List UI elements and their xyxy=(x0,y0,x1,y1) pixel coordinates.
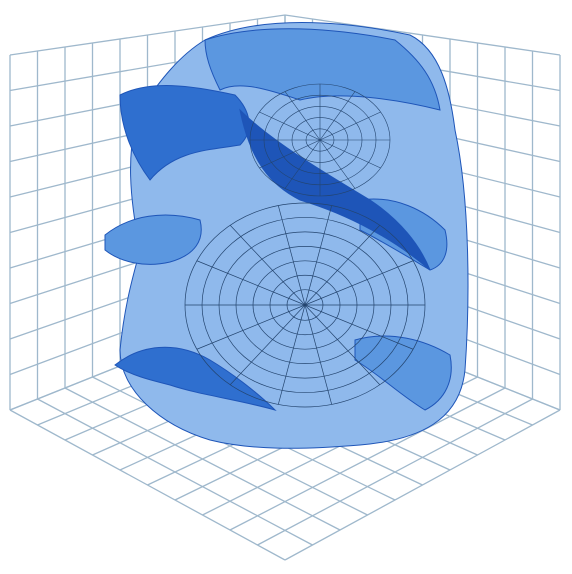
floor-line-a xyxy=(64,387,341,531)
mesh-radial-line xyxy=(284,91,321,141)
mesh-ring xyxy=(305,128,335,152)
mesh-radial-line xyxy=(319,139,356,189)
mesh-radial-line xyxy=(319,139,381,169)
mesh-radial-line xyxy=(319,91,356,141)
floor-line-b xyxy=(229,387,506,531)
right-wall-hline xyxy=(284,14,561,56)
mesh-radial-line xyxy=(304,304,414,350)
surface-lobe-left xyxy=(119,85,250,181)
mesh-radial-line xyxy=(304,205,333,306)
floor-line-b xyxy=(257,398,533,546)
mesh-radial-line xyxy=(304,304,333,405)
mesh-radial-line xyxy=(196,260,306,306)
mesh-ring xyxy=(263,94,377,186)
mesh-radial-line xyxy=(304,304,381,385)
floor-line-b xyxy=(284,409,561,561)
surface-lobe-bottom-right xyxy=(354,335,452,411)
mesh-radial-line xyxy=(319,111,381,141)
surface-mesh xyxy=(184,83,426,408)
mesh-ring xyxy=(201,217,409,393)
mesh-radial-line xyxy=(196,304,306,350)
surface-lobe-bottom-left xyxy=(114,346,277,412)
mesh-ring xyxy=(252,260,358,350)
floor-line-a xyxy=(92,376,368,516)
mesh-radial-line xyxy=(229,225,306,306)
mesh-ring xyxy=(218,231,392,379)
mesh-radial-line xyxy=(259,111,321,141)
mesh-radial-line xyxy=(304,260,414,306)
3d-surface xyxy=(104,22,469,449)
mesh-radial-line xyxy=(304,225,381,306)
surface-lobe-top xyxy=(204,28,441,111)
mesh-ring xyxy=(286,289,324,321)
mesh-ring xyxy=(269,274,341,336)
floor-line-a xyxy=(37,398,313,546)
mesh-ring xyxy=(235,246,375,365)
surface-saddle xyxy=(239,108,431,271)
mesh-ring xyxy=(249,83,391,197)
mesh-ring xyxy=(277,106,363,174)
surface-tube-left xyxy=(104,214,202,265)
mesh-radial-line xyxy=(259,139,321,169)
mesh-radial-line xyxy=(277,304,306,405)
left-wall-hline xyxy=(9,14,286,56)
floor-line-a xyxy=(9,409,286,561)
mesh-radial-line xyxy=(229,304,306,385)
mesh-radial-line xyxy=(277,205,306,306)
mesh-radial-line xyxy=(284,139,321,189)
mesh-ring xyxy=(184,202,426,408)
mesh-ring xyxy=(291,117,349,163)
